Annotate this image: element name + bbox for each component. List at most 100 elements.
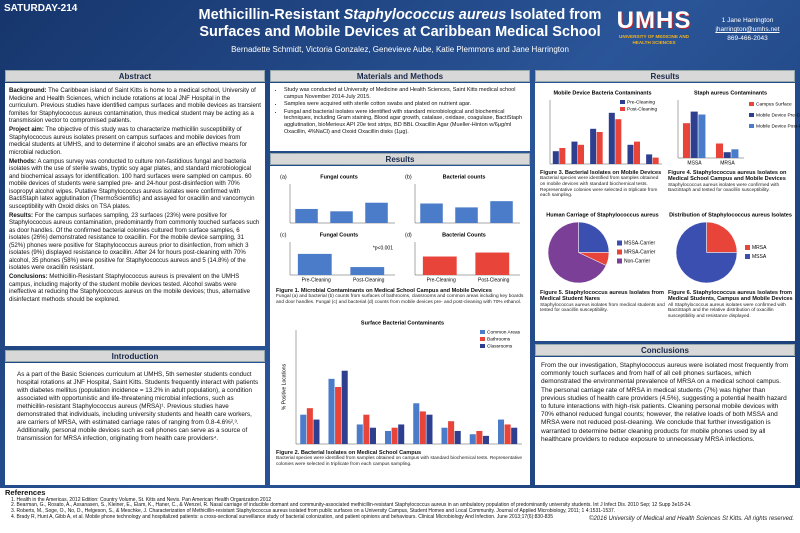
bar <box>335 387 342 444</box>
authors: Bernadette Schmidt, Victoria Gonzalez, G… <box>231 45 569 54</box>
x-tick-label: Pre-Cleaning <box>427 277 456 283</box>
session: SATURDAY-214 <box>4 3 78 14</box>
legend-label: Campus Surface <box>756 101 792 107</box>
caption-text: Bacterial species were identified from s… <box>540 176 659 199</box>
bar <box>295 208 318 223</box>
legend-label: Pre-Cleaning <box>627 99 655 105</box>
caption-text: All Staphylococcus aureus isolates were … <box>668 302 786 319</box>
bar <box>313 419 320 444</box>
bar <box>455 207 478 223</box>
legend-swatch <box>480 330 485 334</box>
chart-svg: Mobile Device Bacteria Contaminants Pre-C… <box>549 90 662 165</box>
contact-name: 1 Jane Harrington <box>721 17 774 24</box>
bar <box>448 421 455 444</box>
section-heading: Conclusions <box>535 344 795 356</box>
footer: ©2016 University of Medical and Health S… <box>589 516 794 522</box>
bar <box>369 427 376 444</box>
chart-title: Surface Bacterial Contaminants <box>361 320 444 326</box>
figure-caption: Figure 1. Microbial Contaminants on Medi… <box>276 288 526 306</box>
methods: Study was conducted at University of Med… <box>270 83 530 151</box>
chart-svg: (b) Bacterial counts <box>405 174 520 224</box>
panel-label: (a) <box>280 174 287 180</box>
chart-svg: Surface Bacterial Contaminants % Positive… <box>281 320 522 445</box>
abstract-paragraph: Project aim: The objective of this study… <box>9 126 261 156</box>
panel-label: (d) <box>405 232 412 238</box>
caption-text: Staphylococcus aureus isolates were conf… <box>668 182 780 194</box>
bar <box>590 128 597 164</box>
chart-svg: Distribution of Staphylococcus aureus Is… <box>669 212 792 284</box>
references-heading: References <box>5 488 46 497</box>
chart: Mobile Device Bacteria Contaminants Pre-C… <box>540 88 665 168</box>
reference: 4. Brady R, Hunt A, Gibb A, et al. Mobil… <box>11 514 553 521</box>
logo: UMHS UNIVERSITY OF MEDICINE AND HEALTH S… <box>614 8 694 45</box>
x-tick-label: MSSA <box>687 160 702 166</box>
legend-label: Post-Cleaning <box>627 106 657 112</box>
bar <box>552 151 559 164</box>
section-heading: Abstract <box>5 70 265 82</box>
bar <box>511 427 518 444</box>
chart-title: Fungal counts <box>320 174 358 180</box>
bar <box>300 414 307 444</box>
bar <box>420 203 443 223</box>
chart-title: Fungal Counts <box>320 232 359 238</box>
bar <box>441 427 448 444</box>
caption-text: Bacterial species were identified from s… <box>276 456 523 467</box>
chart-title: Staph aureus Contaminants <box>694 90 767 96</box>
legend-label: Mobile Device Post-Cleaning <box>756 123 800 129</box>
paragraph-label: Methods: <box>9 157 37 165</box>
contact-email: jharrington@umhs.net <box>715 26 780 33</box>
bar <box>615 119 622 164</box>
caption-title: Figure 2. Bacterial Isolates on Medical … <box>276 450 422 456</box>
figure-caption: Figure 2. Bacterial Isolates on Medical … <box>276 450 526 468</box>
legend-swatch <box>480 344 485 348</box>
bullet: Samples were acquired with sterile cotto… <box>284 101 526 108</box>
section-heading: Results <box>270 153 530 165</box>
chart-title: Bacterial Counts <box>442 232 486 238</box>
legend-swatch <box>617 258 622 264</box>
caption-title: Figure 4. Staphylococcus aureus Isolates… <box>668 170 787 183</box>
bar <box>398 424 405 444</box>
chart: Distribution of Staphylococcus aureus Is… <box>668 210 793 285</box>
paragraph-text: The objective of this study was to chara… <box>9 126 248 156</box>
introduction: As a part of the Basic Sciences curricul… <box>5 363 265 485</box>
bullet: Fungal and bacterial isolates were ident… <box>284 109 526 135</box>
bar <box>504 424 511 444</box>
bar <box>341 370 348 444</box>
legend-label: MSSA-Carrier <box>624 240 655 246</box>
legend-label: Common Areas <box>487 329 521 335</box>
bar <box>476 430 483 444</box>
legend-swatch <box>620 107 625 111</box>
paragraph-text: The Caribbean island of Saint Kitts is h… <box>9 87 261 124</box>
caption-title: Figure 1. Microbial Contaminants on Medi… <box>276 288 493 294</box>
paragraph-text: Methicillin-Resistant Staphylococcus aur… <box>9 273 251 303</box>
chart: (c) Fungal Counts Pre-Cleaning Post-Cleanin… <box>280 230 398 285</box>
bar <box>384 430 392 444</box>
logo-name: UMHS <box>616 7 692 34</box>
paragraph-label: Conclusions: <box>9 273 48 280</box>
abstract-paragraph: Methods: A campus survey was conducted t… <box>9 158 261 211</box>
chart: Staph aureus Contaminants MSSA MRSA Campus … <box>668 88 800 168</box>
bar <box>350 267 385 275</box>
paragraph-label: Project aim: <box>9 126 44 133</box>
x-tick-label: Post-Cleaning <box>353 277 385 283</box>
legend-label: Classrooms <box>487 343 513 349</box>
legend-label: Mobile Device Pre-Cleaning <box>756 112 800 118</box>
bar <box>715 143 724 158</box>
chart-title: Mobile Device Bacteria Contaminants <box>553 90 651 96</box>
title-part: Isolated from Surfaces and Mobile Device… <box>199 7 602 40</box>
chart: (d) Bacterial Counts Pre-Cleaning Post-Clea… <box>405 230 523 285</box>
legend-swatch <box>745 254 750 259</box>
bar <box>731 149 739 158</box>
bar <box>363 414 370 444</box>
x-tick-label: Post-Cleaning <box>478 277 510 283</box>
bar <box>627 144 634 164</box>
figure-caption: Figure 3. Bacterial Isolates on Mobile D… <box>540 170 665 199</box>
bar <box>328 378 335 444</box>
panel-label: (c) <box>280 232 287 238</box>
bar <box>608 112 615 164</box>
title: Methicillin-Resistant Staphylococcus aur… <box>190 7 610 41</box>
bar <box>365 202 388 223</box>
bullet-list: Study was conducted at University of Med… <box>274 87 526 135</box>
bar <box>559 148 566 164</box>
bar <box>490 201 513 223</box>
